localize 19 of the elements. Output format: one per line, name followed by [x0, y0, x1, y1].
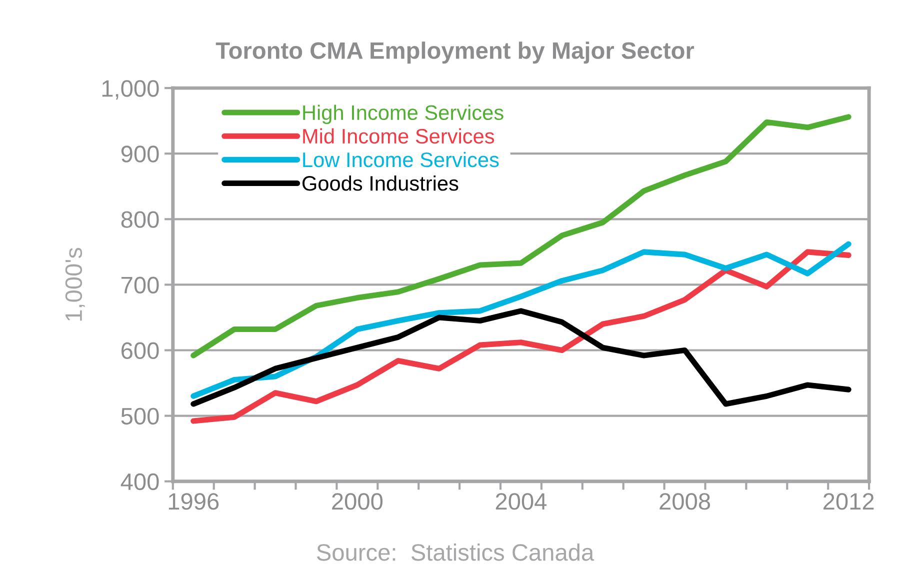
chart-title: Toronto CMA Employment by Major Sector [216, 42, 694, 64]
x-tick-label: 2000 [332, 493, 383, 510]
x-tick-label: 1996 [168, 493, 219, 510]
x-tick-label: 2008 [660, 493, 710, 510]
y-tick-label: 800 [121, 211, 159, 228]
legend-label: High Income Services [303, 104, 504, 124]
y-tick-label: 700 [122, 276, 159, 294]
y-tick-label: 600 [122, 342, 159, 360]
y-tick-label: 900 [121, 146, 159, 162]
source-note: Source: Statistics Canada [316, 543, 594, 561]
y-tick-label: 400 [120, 473, 159, 490]
y-tick-label: 1,000 [102, 80, 159, 100]
x-tick-label: 2012 [824, 493, 874, 510]
x-tick-label: 2004 [496, 493, 547, 510]
y-axis-title: 1,000's [65, 248, 85, 321]
y-tick-label: 500 [121, 408, 159, 425]
legend-label: Goods Industries [302, 175, 458, 191]
legend-label: Mid Income Services [303, 128, 494, 144]
legend-label: Low Income Services [303, 152, 499, 168]
